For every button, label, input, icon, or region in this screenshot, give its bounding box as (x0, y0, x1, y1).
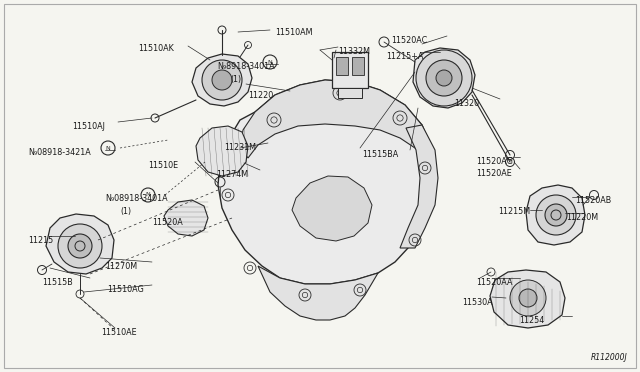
Text: 11510AM: 11510AM (275, 28, 312, 37)
Text: 11332M: 11332M (338, 47, 370, 56)
Polygon shape (164, 200, 208, 236)
Polygon shape (332, 52, 368, 88)
Circle shape (416, 50, 472, 106)
Polygon shape (196, 126, 248, 176)
Text: 11520AE: 11520AE (476, 169, 512, 178)
Text: 11510AG: 11510AG (107, 285, 144, 294)
Polygon shape (240, 80, 430, 158)
Text: R112000J: R112000J (591, 353, 628, 362)
Text: 11510AE: 11510AE (101, 328, 136, 337)
Text: 11510E: 11510E (148, 161, 178, 170)
Text: 11270M: 11270M (105, 262, 137, 271)
Polygon shape (400, 125, 438, 248)
Circle shape (519, 289, 537, 307)
Text: 11274M: 11274M (216, 170, 248, 179)
Text: N: N (106, 145, 110, 151)
Polygon shape (292, 176, 372, 241)
Text: N₉08918-3401A: N₉08918-3401A (105, 194, 168, 203)
Bar (336, 57, 348, 75)
Text: 11220M: 11220M (566, 213, 598, 222)
Circle shape (426, 60, 462, 96)
Text: 11515BA: 11515BA (362, 150, 398, 159)
Circle shape (212, 70, 232, 90)
Bar (352, 57, 364, 75)
Text: 11215: 11215 (28, 236, 53, 245)
Text: 11515B: 11515B (42, 278, 73, 287)
Text: 11530A: 11530A (462, 298, 493, 307)
Text: N: N (268, 60, 273, 64)
Circle shape (58, 224, 102, 268)
Text: 11215M: 11215M (498, 207, 530, 216)
Text: N₉08918-3421A: N₉08918-3421A (28, 148, 91, 157)
Text: N: N (146, 192, 150, 198)
Polygon shape (338, 88, 362, 98)
Text: 11520AG: 11520AG (476, 157, 513, 166)
Text: 11520AB: 11520AB (575, 196, 611, 205)
Text: 11520A: 11520A (152, 218, 183, 227)
Text: 11220: 11220 (248, 91, 273, 100)
Text: 11320: 11320 (454, 99, 479, 108)
Text: 11215+A: 11215+A (386, 52, 424, 61)
Text: (1): (1) (120, 207, 131, 216)
Text: (1): (1) (230, 75, 241, 84)
Text: 11510AK: 11510AK (138, 44, 173, 53)
Polygon shape (490, 270, 565, 328)
Circle shape (68, 234, 92, 258)
Polygon shape (46, 214, 114, 274)
Text: 11254: 11254 (519, 316, 544, 325)
Polygon shape (413, 48, 475, 108)
Text: 11231M: 11231M (224, 143, 256, 152)
Text: 11510AJ: 11510AJ (72, 122, 105, 131)
Circle shape (536, 195, 576, 235)
Text: 11520AA: 11520AA (476, 278, 513, 287)
Text: N₉8918-3401A: N₉8918-3401A (217, 62, 275, 71)
Polygon shape (218, 80, 435, 284)
Circle shape (545, 204, 567, 226)
Polygon shape (526, 185, 585, 245)
Circle shape (510, 280, 546, 316)
Polygon shape (192, 54, 252, 106)
Circle shape (202, 60, 242, 100)
Text: 11520AC: 11520AC (391, 36, 428, 45)
Polygon shape (258, 266, 378, 320)
Circle shape (436, 70, 452, 86)
